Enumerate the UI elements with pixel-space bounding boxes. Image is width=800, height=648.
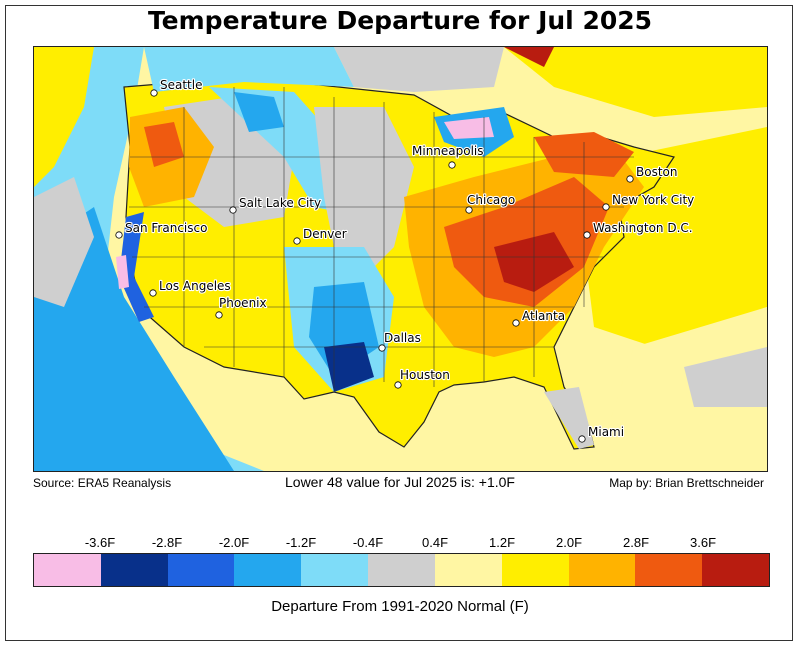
- colorbar-swatch-0: [34, 554, 101, 586]
- colorbar-swatch-10: [702, 554, 769, 586]
- anomaly-region-california-coldest: [116, 255, 129, 289]
- city-dot-icon: [512, 319, 520, 327]
- colorbar-tick-label: 1.2F: [488, 535, 516, 550]
- anomaly-region-canada-central: [334, 47, 504, 92]
- anomaly-region-pacific-north: [34, 47, 94, 187]
- city-label: Seattle: [160, 78, 202, 92]
- map-canvas: Seattle San Francisco Los Angeles Salt Lake…: [34, 47, 767, 471]
- city-label: San Francisco: [125, 221, 207, 235]
- anomaly-region-canada-east: [504, 47, 767, 117]
- anomaly-region-texas-coldest: [324, 342, 374, 392]
- city-dot-icon: [229, 206, 237, 214]
- city-label: Dallas: [384, 331, 421, 345]
- anomaly-region-plains-gray: [314, 107, 414, 277]
- city-dot-icon: [150, 89, 158, 97]
- colorbar-ticks: -3.6F -2.8F -2.0F -1.2F -0.4F 0.4F 1.2F 2.0F 2.8…: [0, 535, 800, 553]
- city-label: Washington D.C.: [593, 221, 693, 235]
- city-dot-icon: [583, 231, 591, 239]
- colorbar-swatch-9: [635, 554, 703, 586]
- colorbar-swatch-1: [100, 554, 168, 586]
- city-dot-icon: [394, 381, 402, 389]
- colorbar-tick-label: -1.2F: [285, 535, 317, 550]
- credit-label: Map by: Brian Brettschneider: [609, 476, 764, 490]
- city-dot-icon: [215, 311, 223, 319]
- colorbar-title: Departure From 1991-2020 Normal (F): [271, 598, 529, 615]
- city-markers: Seattle San Francisco Los Angeles Salt Lake…: [115, 77, 695, 443]
- city-label: New York City: [612, 193, 694, 207]
- city-dot-icon: [602, 203, 610, 211]
- anomaly-region-south-atlantic: [594, 307, 767, 471]
- colorbar-swatch-6: [434, 554, 502, 586]
- colorbar-tick-label: -3.6F: [84, 535, 116, 550]
- map-footer: Source: ERA5 Reanalysis Lower 48 value f…: [33, 474, 766, 492]
- city-dot-icon: [578, 435, 586, 443]
- lower48-value: Lower 48 value for Jul 2025 is: +1.0F: [285, 474, 515, 490]
- map-title: Temperature Departure for Jul 2025: [147, 6, 653, 35]
- anomaly-region-pacific-cool: [34, 207, 234, 471]
- colorbar-tick-label: 2.8F: [622, 535, 650, 550]
- anomaly-region-lake-superior-core: [444, 117, 494, 139]
- anomaly-region-atlantic-gray: [684, 347, 767, 407]
- colorbar: [33, 553, 770, 587]
- temperature-anomaly-map: Seattle San Francisco Los Angeles Salt Lake…: [33, 46, 768, 472]
- colorbar-tick-label: 2.0F: [555, 535, 583, 550]
- anomaly-region-pacific-gray: [34, 177, 94, 307]
- source-label: Source: ERA5 Reanalysis: [33, 476, 172, 490]
- colorbar-swatch-7: [501, 554, 569, 586]
- colorbar-tick-label: -2.0F: [218, 535, 250, 550]
- city-label: Minneapolis: [412, 144, 484, 158]
- city-dot-icon: [448, 161, 456, 169]
- city-dot-icon: [465, 206, 473, 214]
- city-label: Houston: [400, 368, 450, 382]
- colorbar-tick-label: -0.4F: [352, 535, 384, 550]
- colorbar-swatch-3: [234, 554, 302, 586]
- anomaly-region-canada-hot: [504, 47, 554, 67]
- city-label: Denver: [303, 227, 347, 241]
- city-label: Atlanta: [522, 309, 565, 323]
- colorbar-swatch-5: [368, 554, 435, 586]
- city-label: Miami: [588, 425, 624, 439]
- city-dot-icon: [149, 289, 157, 297]
- city-label: Los Angeles: [159, 279, 231, 293]
- city-dot-icon: [115, 231, 123, 239]
- city-label: Salt Lake City: [239, 196, 321, 210]
- anomaly-region-california-coast: [119, 212, 154, 322]
- city-dot-icon: [626, 175, 634, 183]
- city-label: Boston: [636, 165, 677, 179]
- city-dot-icon: [293, 237, 301, 245]
- city-label: Phoenix: [219, 296, 267, 310]
- colorbar-tick-label: 0.4F: [421, 535, 449, 550]
- colorbar-swatch-2: [167, 554, 235, 586]
- city-label: Chicago: [467, 193, 515, 207]
- colorbar-tick-label: 3.6F: [689, 535, 717, 550]
- colorbar-swatch-8: [568, 554, 636, 586]
- colorbar-swatch-4: [301, 554, 369, 586]
- anomaly-region-pnw-hot: [144, 122, 184, 167]
- anomaly-region-canada-west: [144, 47, 354, 92]
- colorbar-tick-label: -2.8F: [151, 535, 183, 550]
- city-dot-icon: [378, 344, 386, 352]
- anomaly-region-florida-gray: [544, 387, 594, 449]
- anomaly-region-montana-cool: [234, 92, 284, 132]
